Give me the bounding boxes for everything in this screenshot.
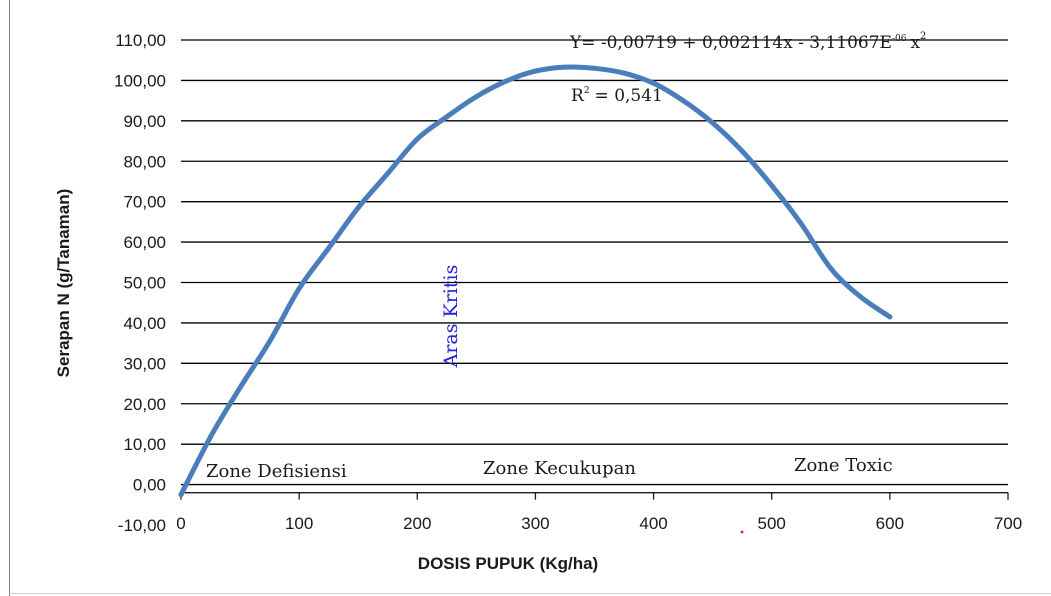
y-tick-label: 10,00 — [123, 435, 166, 454]
r-squared-r: R — [571, 86, 585, 106]
x-tick-label: 500 — [758, 514, 786, 533]
y-tick-label: 90,00 — [123, 112, 166, 131]
data-point — [473, 94, 479, 100]
window-frame-left — [9, 0, 10, 596]
equation-power: 2 — [920, 31, 926, 42]
data-point — [414, 136, 420, 142]
y-tick-label: 50,00 — [123, 274, 166, 293]
equation-exponent: -06 — [892, 34, 907, 44]
series-line — [178, 64, 893, 498]
stray-dot — [740, 530, 744, 534]
y-tick-label: 30,00 — [123, 354, 166, 373]
series-points — [178, 64, 893, 498]
data-point — [267, 339, 273, 344]
data-point — [326, 245, 332, 251]
data-point — [296, 286, 302, 292]
data-point — [532, 68, 538, 74]
r-squared-sup: 2 — [584, 86, 590, 96]
data-point — [237, 385, 243, 391]
data-point — [562, 64, 568, 70]
y-tick-labels: -10,00 0,00 10,00 20,00 30,00 40,00 50,00 60,00… — [114, 31, 166, 535]
y-tick-label: 0,00 — [133, 476, 166, 495]
y-tick-label: 70,00 — [123, 193, 166, 212]
r-squared-annotation: R2 = 0,541 — [571, 86, 663, 106]
equation-variable: x — [910, 33, 920, 53]
y-tick-label: 100,00 — [114, 71, 166, 90]
x-tick-label: 200 — [403, 514, 431, 533]
data-point — [621, 70, 627, 76]
data-point — [503, 78, 509, 84]
window-frame-bottom — [9, 593, 1051, 594]
zone-defisiensi-label: Zone Defisiensi — [206, 461, 347, 482]
gridlines — [181, 39, 1008, 486]
x-tick-label: 0 — [176, 514, 185, 533]
y-axis-title: Serapan N (g/Tanaman) — [54, 189, 73, 378]
y-tick-label: -10,00 — [118, 516, 166, 535]
zone-toxic-label: Zone Toxic — [794, 455, 893, 476]
x-tick-labels: 0 100 200 300 400 500 600 700 — [176, 514, 1022, 533]
x-tick-label: 400 — [639, 514, 667, 533]
y-tick-label: 80,00 — [123, 152, 166, 171]
y-tick-label: 60,00 — [123, 233, 166, 252]
data-point — [798, 221, 804, 227]
data-point — [444, 114, 450, 120]
equation-main: Y= -0,00719 + 0,002114x - 3,11067E — [569, 33, 892, 53]
data-point — [887, 314, 893, 320]
zone-kecukupan-label: Zone Kecukupan — [483, 458, 636, 479]
x-tick-label: 100 — [285, 514, 313, 533]
x-tick-label: 300 — [521, 514, 549, 533]
x-axis — [180, 492, 1009, 500]
y-tick-label: 110,00 — [115, 31, 166, 50]
x-tick-label: 600 — [876, 514, 904, 533]
x-tick-label: 700 — [994, 514, 1022, 533]
data-point — [739, 148, 745, 154]
data-point — [178, 492, 184, 498]
data-point — [828, 265, 834, 271]
y-tick-label: 20,00 — [123, 395, 166, 414]
data-point — [355, 205, 361, 211]
data-point — [592, 65, 597, 71]
data-point — [857, 294, 863, 300]
data-point — [208, 434, 213, 440]
aras-kritis-label: Aras Kritis — [440, 265, 462, 369]
data-point — [385, 170, 391, 176]
data-point — [651, 80, 657, 86]
y-tick-label: 40,00 — [123, 314, 166, 333]
data-point — [769, 183, 775, 188]
equation-annotation: Y= -0,00719 + 0,002114x - 3,11067E-06 x2 — [569, 31, 926, 53]
data-point — [680, 98, 686, 104]
data-point — [710, 120, 716, 126]
x-axis-title: DOSIS PUPUK (Kg/ha) — [418, 554, 598, 573]
r-squared-value: = 0,541 — [595, 86, 663, 106]
